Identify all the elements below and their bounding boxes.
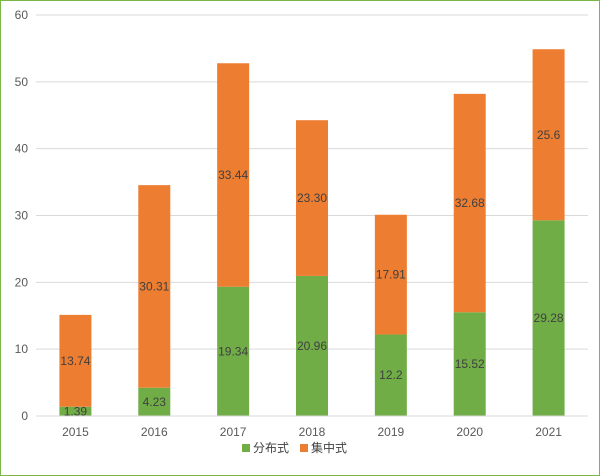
data-label: 30.31 xyxy=(139,279,169,293)
bars: 1.39 13.74 4.23 30.31 19.34 33.44 20.96 23.30 12… xyxy=(59,49,565,418)
y-tick-label: 10 xyxy=(15,342,29,356)
bar-segment-centralized xyxy=(138,185,171,388)
data-label: 33.44 xyxy=(218,168,248,182)
bar-segment-distributed xyxy=(532,220,565,416)
y-axis: 0 10 20 30 40 50 60 xyxy=(15,8,29,423)
y-tick-label: 30 xyxy=(15,209,29,223)
data-label: 13.74 xyxy=(60,354,90,368)
y-tick-label: 0 xyxy=(21,409,28,423)
y-tick-label: 40 xyxy=(15,142,29,156)
legend: 分布式 集中式 xyxy=(242,440,347,455)
bar-segment-distributed xyxy=(296,275,328,416)
legend-label: 集中式 xyxy=(311,440,347,455)
data-label: 1.39 xyxy=(64,404,88,418)
bar-segment-centralized xyxy=(374,214,407,335)
x-tick-label: 2018 xyxy=(299,425,326,439)
x-tick-label: 2017 xyxy=(220,425,247,439)
data-label: 20.96 xyxy=(297,339,327,353)
data-label: 4.23 xyxy=(143,395,167,409)
x-tick-label: 2021 xyxy=(535,425,562,439)
legend-swatch xyxy=(300,444,308,452)
data-label: 23.30 xyxy=(297,191,327,205)
bar-segment-centralized xyxy=(59,314,92,407)
bar-segment-centralized xyxy=(296,120,328,276)
x-tick-label: 2016 xyxy=(141,425,168,439)
bar-segment-distributed xyxy=(217,286,250,416)
legend-label: 分布式 xyxy=(253,441,289,455)
bar-segment-centralized xyxy=(217,63,250,287)
x-tick-label: 2020 xyxy=(456,425,483,439)
data-label: 12.2 xyxy=(379,368,403,382)
y-tick-label: 50 xyxy=(15,75,29,89)
bar-segment-centralized xyxy=(453,93,486,313)
data-label: 15.52 xyxy=(455,357,485,371)
data-label: 17.91 xyxy=(376,268,406,282)
bar-segment-distributed xyxy=(374,334,407,416)
data-label: 29.28 xyxy=(534,311,564,325)
data-label: 32.68 xyxy=(455,196,485,210)
data-label: 19.34 xyxy=(218,344,248,358)
bar-segment-centralized xyxy=(532,49,565,221)
bar-segment-distributed xyxy=(59,406,92,416)
bar-segment-distributed xyxy=(453,312,486,416)
x-axis: 2015 2016 2017 2018 2019 2020 2021 xyxy=(36,415,588,439)
x-tick-label: 2015 xyxy=(62,425,89,439)
x-tick-label: 2019 xyxy=(378,425,405,439)
y-tick-label: 20 xyxy=(15,275,29,289)
bar-segment-distributed xyxy=(138,387,171,416)
y-tick-label: 60 xyxy=(15,8,29,22)
legend-swatch xyxy=(242,444,250,452)
data-label: 25.6 xyxy=(537,128,561,142)
